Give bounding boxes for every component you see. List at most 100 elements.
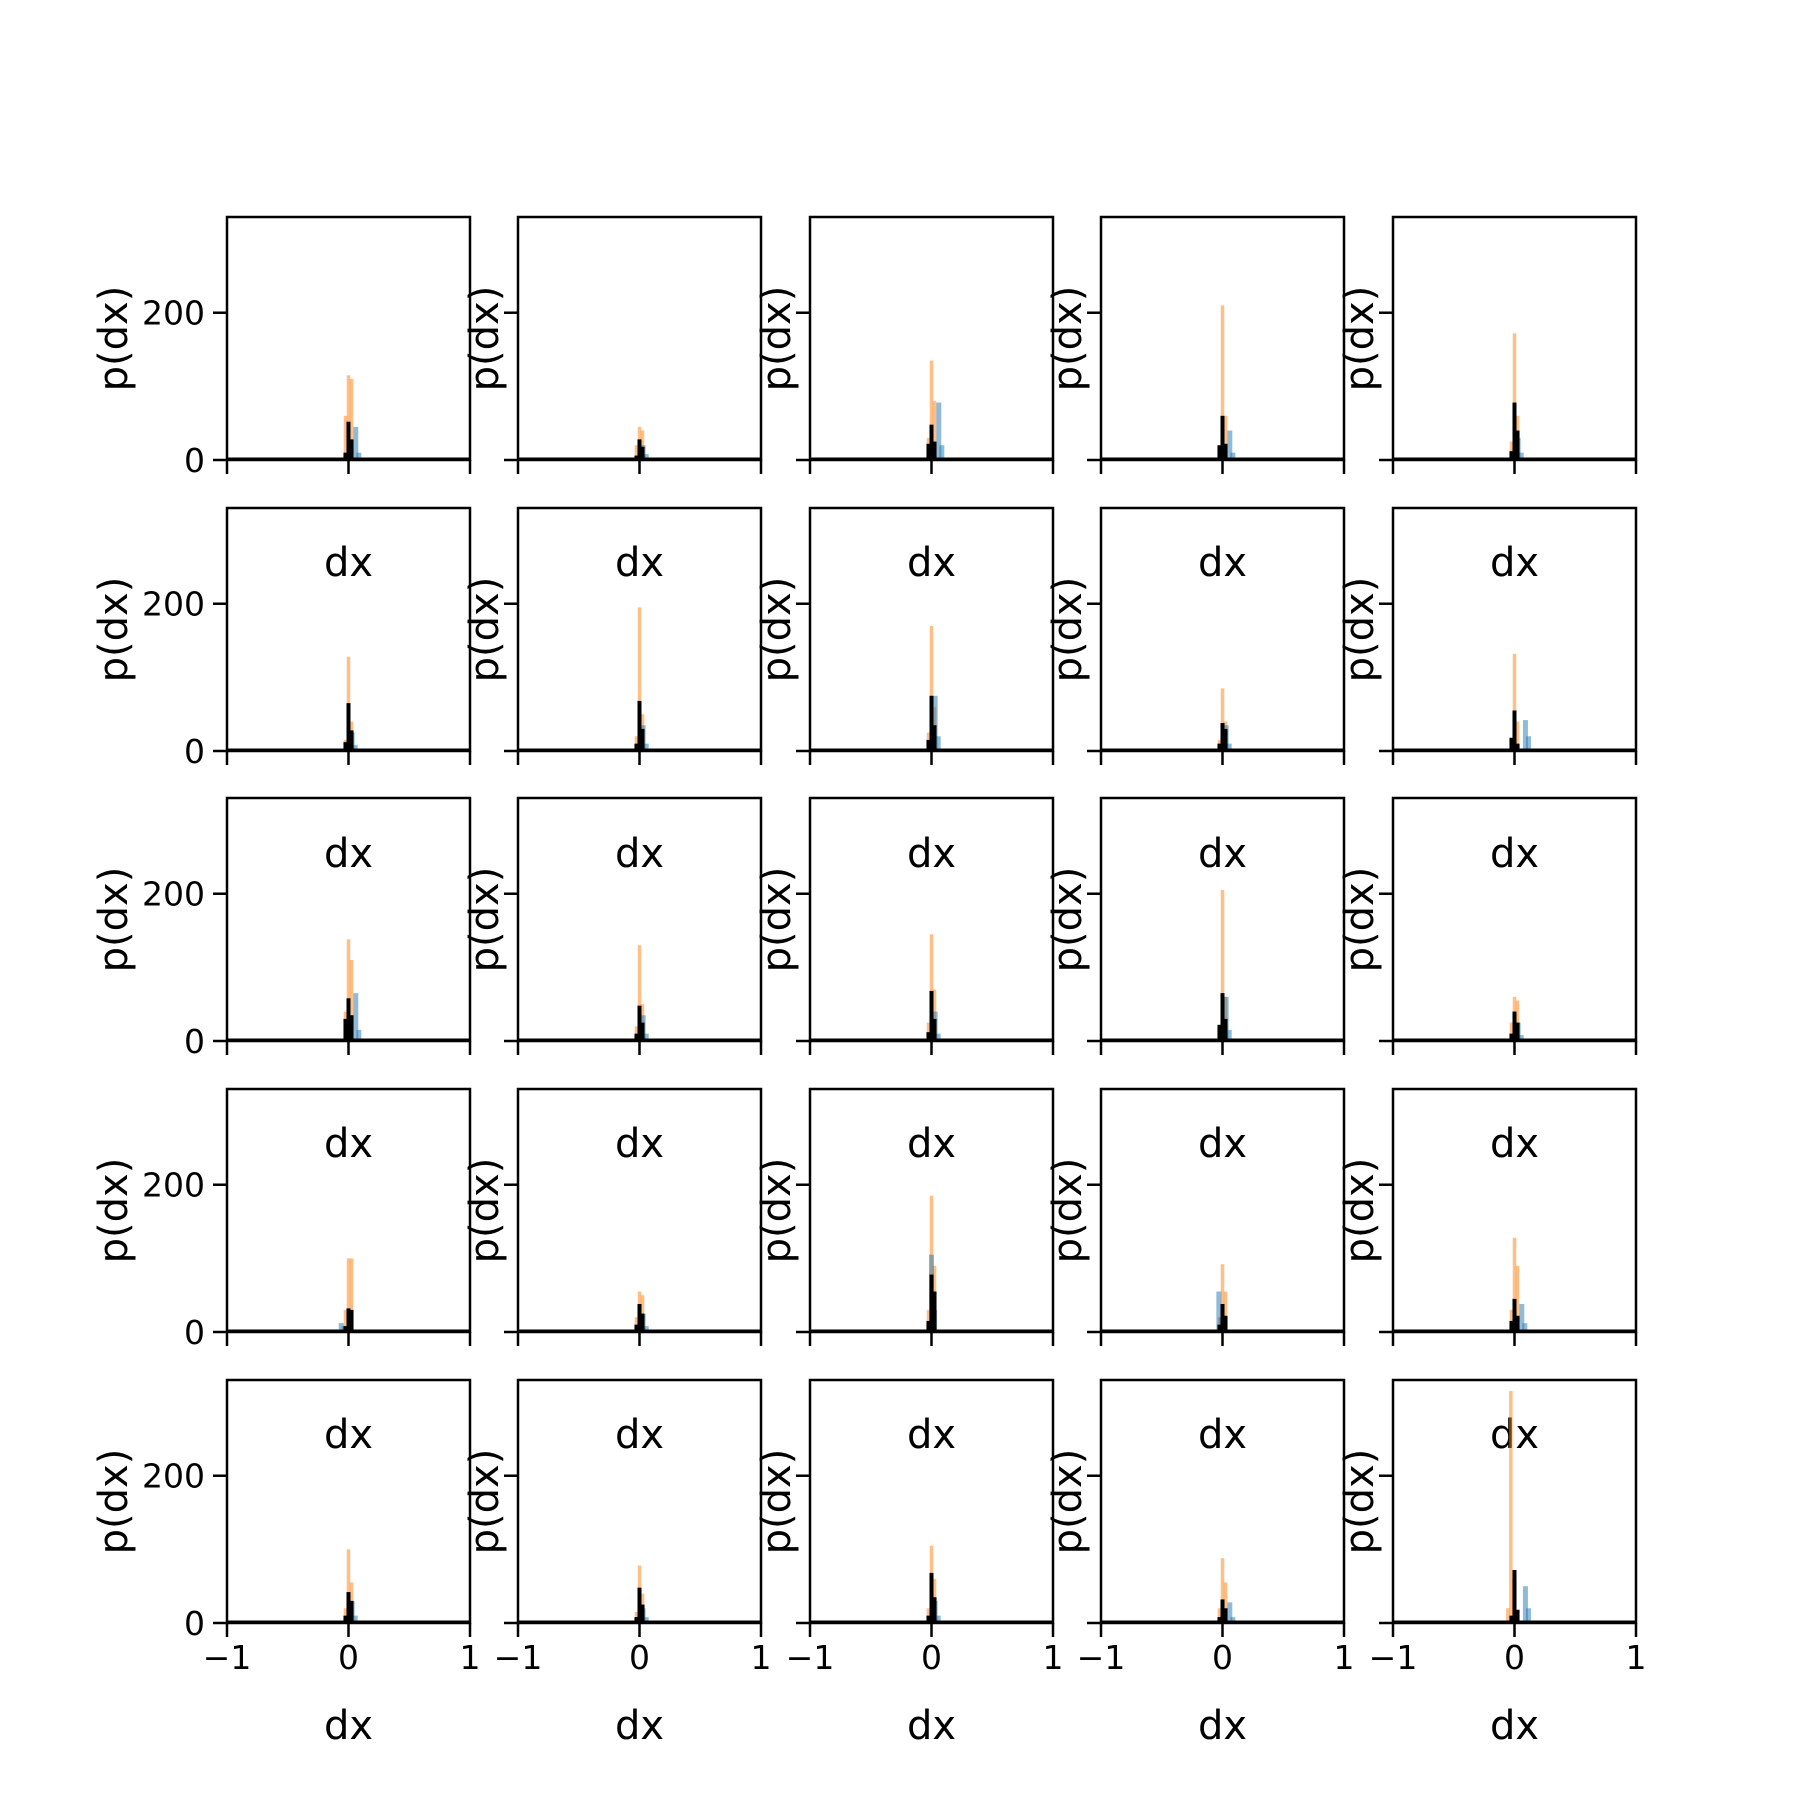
bar-series_b — [343, 415, 348, 460]
y-axis-label: p(dx) — [754, 1449, 800, 1555]
subplot-r2-c0: 0 200 dx p(dx) — [91, 796, 472, 1167]
bar-series_c — [640, 728, 645, 751]
bar-series_c — [634, 743, 639, 751]
bar-series_b — [634, 736, 639, 751]
bar-series_b — [349, 1258, 354, 1332]
bar-series_c — [1223, 443, 1228, 460]
bar-series_c — [343, 1615, 348, 1623]
bar-series_b — [1506, 1608, 1510, 1623]
bar-series_b — [932, 401, 937, 460]
x-tick-label: −1 — [1077, 1638, 1126, 1677]
bar-series_c — [1217, 743, 1222, 751]
bar-series_a — [935, 1615, 941, 1623]
y-axis-label: p(dx) — [754, 867, 800, 973]
bar-series_b — [1223, 1582, 1228, 1623]
bar-series_c — [343, 1326, 348, 1332]
x-tick-label: 0 — [1212, 1638, 1233, 1677]
bar-series_b — [637, 607, 642, 751]
bar-series_b — [1223, 415, 1228, 460]
bar-series_a — [1525, 736, 1531, 751]
bar-series_b — [1220, 688, 1225, 751]
bar-series_c — [1223, 728, 1228, 751]
bar-series_b — [1509, 441, 1514, 460]
bar-series_c — [346, 1592, 351, 1623]
y-axis-label: p(dx) — [1045, 1449, 1091, 1555]
bar-series_a — [1226, 1029, 1232, 1041]
bar-series_a — [936, 402, 942, 460]
subplot-r0-c0: 0 200 dx p(dx) — [91, 215, 472, 586]
bar-series_c — [640, 1313, 645, 1332]
bar-series_b — [346, 1258, 351, 1332]
bar-series_c — [1509, 1615, 1514, 1623]
bar-series_c — [1220, 1599, 1225, 1623]
bar-series_b — [349, 379, 354, 460]
x-axis-label: dx — [1490, 1703, 1539, 1749]
bar-series_c — [346, 703, 351, 751]
x-axis-label: dx — [615, 1703, 664, 1749]
x-tick-label: 1 — [1334, 1638, 1355, 1677]
bar-series_a — [1227, 1602, 1233, 1623]
x-axis-label: dx — [324, 831, 373, 877]
bar-series_c — [1512, 1011, 1517, 1041]
subplot-r1-c0: 0 200 dx p(dx) — [91, 506, 472, 877]
bar-series_b — [346, 375, 351, 460]
subplot-r3-c1: dx p(dx) — [462, 1087, 763, 1458]
bar-series_c — [926, 739, 931, 751]
subplot-r3-c0: 0 200 dx p(dx) — [91, 1087, 472, 1458]
bar-series_c — [637, 439, 642, 460]
bar-series_c — [346, 998, 351, 1041]
x-axis-label: dx — [907, 1703, 956, 1749]
bar-series_c — [349, 1309, 354, 1332]
bar-series_a — [1230, 1617, 1236, 1623]
bar-series_c — [926, 1615, 931, 1623]
bar-series_c — [349, 439, 354, 460]
bar-series_a — [1522, 720, 1528, 751]
x-axis-label: dx — [907, 1121, 956, 1167]
bar-series_c — [346, 421, 351, 460]
subplot-r0-c1: dx p(dx) — [462, 215, 763, 586]
x-tick-label: 0 — [921, 1638, 942, 1677]
x-axis-label: dx — [615, 831, 664, 877]
x-axis-label: dx — [1490, 1412, 1539, 1458]
x-tick-label: −1 — [203, 1638, 252, 1677]
x-tick-label: −1 — [1369, 1638, 1418, 1677]
x-axis-label: dx — [1490, 540, 1539, 586]
bar-series_c — [929, 1572, 934, 1623]
bar-series_a — [1226, 743, 1232, 751]
bar-series_b — [634, 1317, 639, 1332]
bar-series_a — [1227, 430, 1233, 460]
x-axis-label: dx — [1198, 540, 1247, 586]
bar-series_a — [939, 445, 945, 460]
y-tick-label: 0 — [184, 732, 205, 771]
y-axis-label: p(dx) — [1337, 867, 1383, 973]
bar-series_a — [356, 1029, 362, 1041]
bar-series_a — [1522, 1586, 1528, 1623]
y-axis-label: p(dx) — [1337, 1158, 1383, 1264]
subplot-r1-c1: dx p(dx) — [462, 506, 763, 877]
bar-series_c — [1515, 743, 1520, 751]
bar-series_c — [1509, 1033, 1514, 1041]
subplot-r2-c1: dx p(dx) — [462, 796, 763, 1167]
bar-series_a — [1518, 452, 1524, 460]
subplot-r0-c2: dx p(dx) — [754, 215, 1055, 586]
bar-series_a — [1525, 1608, 1531, 1623]
bar-series_b — [1509, 1022, 1514, 1041]
bar-series_c — [640, 1604, 645, 1623]
bar-series_b — [1220, 305, 1225, 460]
bar-series_c — [1223, 1018, 1228, 1041]
bar-series_a — [338, 1323, 344, 1332]
bar-series_c — [1515, 1609, 1520, 1623]
bar-series_c — [1223, 1608, 1228, 1623]
y-tick-label: 200 — [142, 875, 205, 914]
bar-series_a — [643, 454, 649, 460]
bar-series_c — [634, 1033, 639, 1041]
y-axis-label: p(dx) — [754, 1158, 800, 1264]
x-tick-label: −1 — [786, 1638, 835, 1677]
bar-series_c — [343, 742, 348, 751]
y-axis-label: p(dx) — [1337, 286, 1383, 392]
bar-series_c — [1217, 1617, 1222, 1623]
x-tick-label: 1 — [460, 1638, 481, 1677]
bar-series_c — [932, 1018, 937, 1041]
y-axis-label: p(dx) — [1337, 577, 1383, 683]
bar-series_c — [634, 1617, 639, 1623]
